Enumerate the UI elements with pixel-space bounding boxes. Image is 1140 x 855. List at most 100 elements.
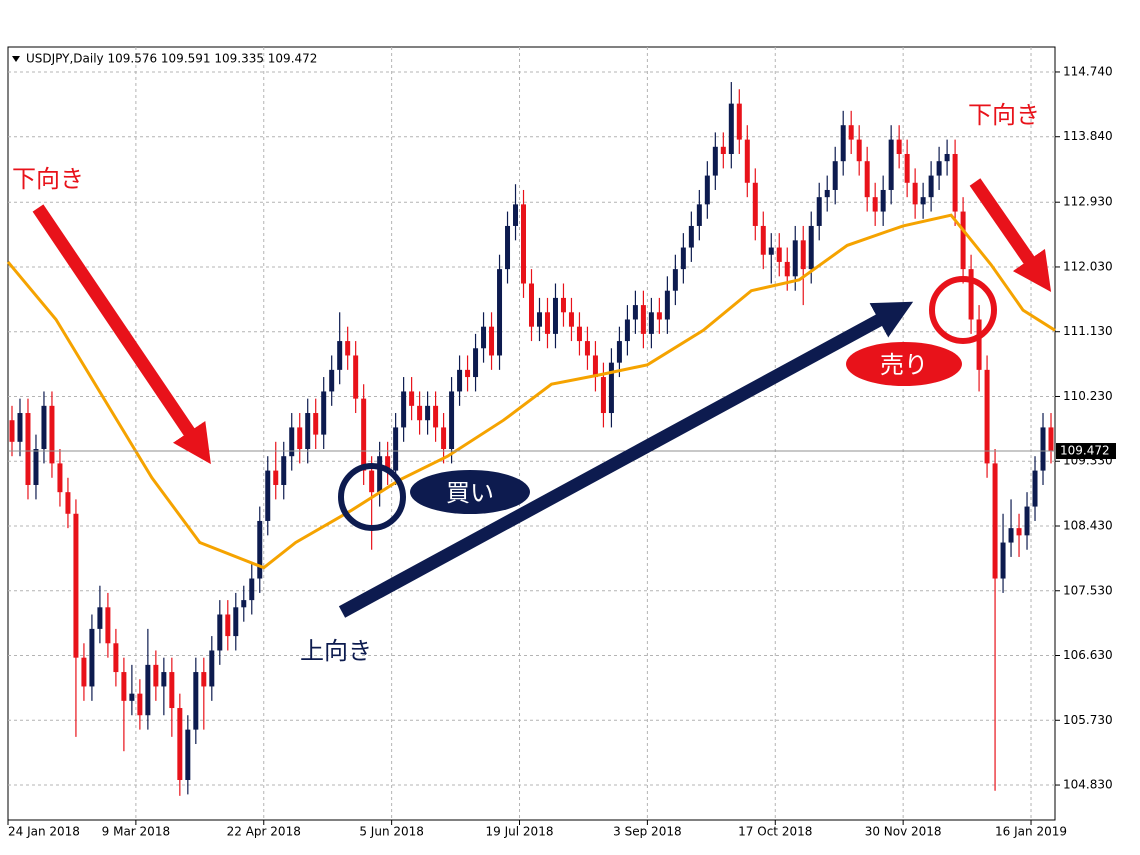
candle-body [177, 708, 183, 780]
candle-body [145, 664, 151, 716]
candle-body [560, 297, 566, 313]
candle-body [632, 305, 638, 320]
candle-body [289, 427, 295, 457]
y-tick-label: 104.830 [1063, 778, 1113, 792]
candle-body [201, 672, 207, 687]
candle-body [9, 420, 15, 442]
candle-body [824, 189, 830, 198]
candle-body [1016, 528, 1022, 536]
candle-body [465, 369, 471, 378]
y-tick-label: 105.730 [1063, 713, 1113, 727]
candle-body [832, 161, 838, 190]
candle-body [505, 225, 511, 270]
annotation: 買い [446, 479, 494, 507]
y-tick-label: 107.530 [1063, 583, 1113, 597]
candle-body [608, 362, 614, 414]
candle-body [41, 405, 47, 450]
candle-body [169, 672, 175, 709]
candle-body [904, 153, 910, 183]
header-icon [12, 56, 20, 62]
candle-body [552, 297, 558, 334]
candle-body [377, 456, 383, 493]
candle-body [129, 693, 135, 701]
candle-body [696, 204, 702, 226]
arrow-up [338, 301, 914, 618]
candle-body [273, 470, 279, 485]
arrow-down-left [32, 204, 211, 465]
candle-body [89, 628, 95, 687]
header: USDJPY,Daily 109.576 109.591 109.335 109… [26, 52, 317, 66]
candle-body [800, 240, 806, 270]
candle-body [425, 405, 431, 421]
sell-circle [929, 276, 997, 344]
y-tick-label: 112.930 [1063, 195, 1113, 209]
candle-body [529, 283, 534, 327]
candle-body [704, 175, 710, 205]
x-tick-label: 24 Jan 2018 [8, 825, 80, 839]
candle-body [616, 341, 622, 363]
candle-body [441, 427, 447, 450]
sell-badge [846, 342, 962, 386]
x-tick-label: 9 Mar 2018 [102, 825, 170, 839]
candle-body [233, 607, 239, 637]
candle-body [600, 377, 606, 414]
candle-body [481, 326, 487, 349]
y-tick-label: 108.430 [1063, 518, 1113, 532]
candle-body [97, 607, 103, 629]
candle-body [433, 405, 439, 428]
annotation: 下向き [12, 165, 84, 193]
candle-body [624, 319, 630, 342]
candle-body [209, 650, 215, 687]
candle-body [521, 204, 527, 284]
candle-body [584, 341, 590, 356]
candle-body [968, 269, 974, 320]
candle-body [960, 211, 966, 270]
candle-body [544, 312, 550, 334]
candle-body [329, 369, 335, 392]
candle-body [489, 326, 495, 356]
candle-body [457, 369, 463, 392]
x-tick-label: 19 Jul 2018 [486, 825, 554, 839]
candle-body [1032, 470, 1038, 507]
candle-body [473, 348, 479, 378]
candle-body [568, 312, 574, 327]
candle-body [992, 463, 998, 579]
candle-body [137, 693, 143, 716]
candle-body [161, 672, 167, 687]
candle-body [385, 456, 391, 471]
candle-body [353, 355, 359, 399]
candle-body [688, 225, 694, 248]
candle-body [768, 247, 774, 255]
candle-body [81, 657, 87, 687]
candle-body [912, 182, 918, 205]
candle-body [305, 413, 311, 450]
price-label-box [1056, 443, 1116, 460]
candle-body [784, 261, 790, 277]
candle-body [265, 470, 271, 521]
candle-body [640, 305, 646, 334]
candle-body [896, 139, 902, 154]
candle-body [592, 355, 598, 378]
annotation: 上向き [300, 637, 372, 665]
candle-body [672, 269, 678, 291]
candle-body [1000, 542, 1006, 579]
candle-body [1008, 528, 1014, 543]
candle-body [513, 204, 519, 226]
candle-body [345, 341, 351, 356]
candle-body [1024, 506, 1030, 536]
candle-body [369, 470, 375, 493]
candle-body [888, 139, 894, 190]
buy-circle [338, 463, 406, 531]
candle-body [57, 463, 63, 493]
candle-body [680, 247, 686, 270]
candle-body [720, 146, 726, 154]
annotation: 売り [880, 351, 928, 379]
candle-body [361, 398, 367, 471]
candle-body [728, 103, 734, 154]
candle-body [249, 578, 255, 601]
candle-body [257, 520, 263, 579]
candle-body [49, 405, 55, 464]
candle-body [1048, 427, 1054, 452]
marks [6, 82, 1056, 796]
